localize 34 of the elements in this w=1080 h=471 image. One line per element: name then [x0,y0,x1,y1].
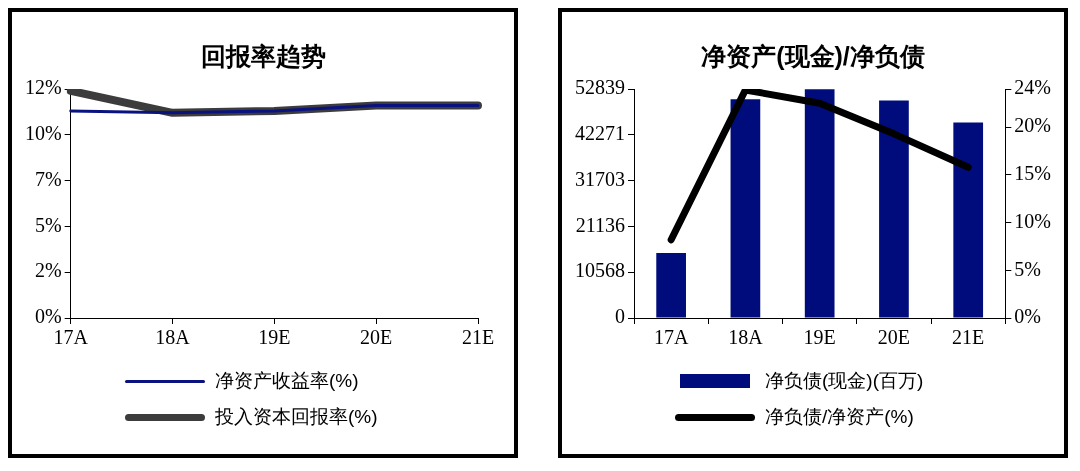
x-tick-label: 21E [461,326,495,349]
y-tick-label: 52839 [575,76,625,99]
legend-label: 投入资本回报率(%) [215,405,378,429]
x-tick-label: 20E [877,326,911,349]
y-tick-label: 42271 [575,122,625,145]
y-tick-label: 7% [34,167,62,190]
y2-tick-label: 15% [1014,162,1052,185]
y-tick-label: 21136 [575,213,625,236]
x-tick-label: 21E [952,326,985,349]
y2-tick-label: 24% [1014,76,1052,99]
chart-title: 回报率趋势 [199,41,327,72]
y-tick-label: 0 [615,305,625,328]
y-tick-label: 12% [24,76,62,99]
legend-label: 净负债(现金)(百万) [765,369,924,393]
x-tick-label: 18A [728,326,764,349]
x-tick-label: 19E [258,326,291,349]
y2-tick-label: 5% [1014,257,1042,280]
legend-label: 净负债/净资产(%) [765,405,914,429]
x-tick-label: 18A [155,326,191,349]
y-tick-label: 5% [34,213,62,236]
x-tick-label: 17A [653,326,689,349]
y-tick-label: 10% [24,122,62,145]
y-tick-label: 0% [34,305,62,328]
legend-label: 净资产收益率(%) [215,369,359,393]
y-tick-label: 10568 [575,259,625,282]
y-tick-label: 2% [34,259,62,282]
chart-title: 净资产(现金)/净负债 [700,41,926,72]
y2-tick-label: 0% [1014,305,1042,328]
x-tick-label: 20E [360,326,393,349]
y-tick-label: 31703 [575,167,625,190]
y2-tick-label: 20% [1014,114,1052,137]
x-tick-label: 19E [803,326,836,349]
y2-tick-label: 10% [1014,209,1052,232]
x-tick-label: 17A [53,326,89,349]
